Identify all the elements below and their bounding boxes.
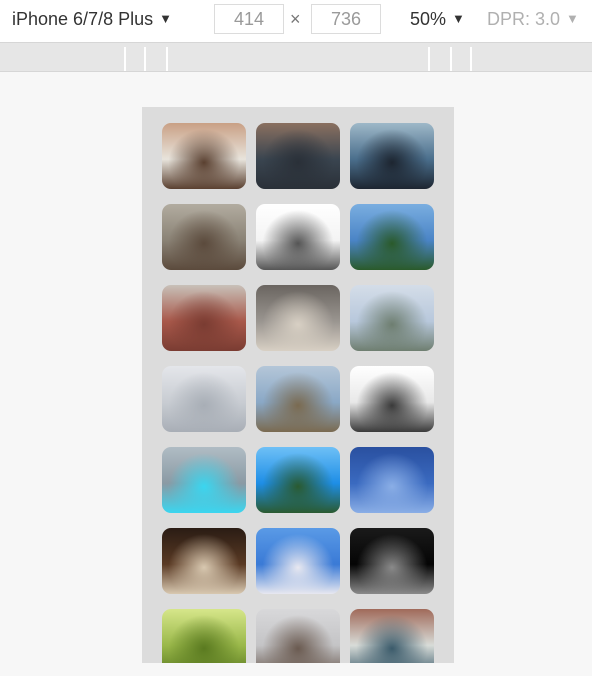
photo-thumbnail-bright-sky-trees[interactable] <box>256 447 340 513</box>
device-viewport <box>142 107 454 663</box>
photo-image <box>256 285 340 351</box>
photo-image <box>350 204 434 270</box>
device-name: iPhone 6/7/8 Plus <box>12 9 154 29</box>
photo-thumbnail-dark-silhouette[interactable] <box>350 528 434 594</box>
photo-thumbnail-person-at-shelf[interactable] <box>350 609 434 663</box>
media-query-marker[interactable] <box>144 47 146 71</box>
device-toolbar: iPhone 6/7/8 Plus ▼ × 50% ▼ DPR: 3.0 ▼ <box>0 0 592 42</box>
photo-image <box>256 204 340 270</box>
dpr-value: DPR: 3.0 <box>487 9 561 29</box>
photo-image <box>256 528 340 594</box>
photo-thumbnail-bridge-arch[interactable] <box>350 285 434 351</box>
photo-thumbnail-tree-branches-sky[interactable] <box>256 366 340 432</box>
media-query-marker[interactable] <box>470 47 472 71</box>
photo-image <box>162 204 246 270</box>
photo-image <box>162 447 246 513</box>
photo-thumbnail-paper-form[interactable] <box>256 204 340 270</box>
photo-image <box>162 528 246 594</box>
dpr-select[interactable]: DPR: 3.0 ▼ <box>487 9 579 30</box>
times-icon: × <box>290 9 301 29</box>
photo-image <box>162 609 246 663</box>
photo-image <box>256 123 340 189</box>
photo-thumbnail-legs-at-beach[interactable] <box>350 123 434 189</box>
photo-thumbnail-blue-sky-streaks[interactable] <box>350 447 434 513</box>
photo-thumbnail-brick-wall[interactable] <box>162 285 246 351</box>
photo-thumbnail-woman-face[interactable] <box>162 123 246 189</box>
photo-image <box>350 609 434 663</box>
media-query-bar <box>0 42 592 72</box>
zoom-select[interactable]: 50% ▼ <box>410 9 465 30</box>
photo-image <box>162 123 246 189</box>
zoom-value: 50% <box>410 9 447 29</box>
photo-image <box>350 123 434 189</box>
photo-image <box>350 528 434 594</box>
photo-thumbnail-ceiling-railing[interactable] <box>256 285 340 351</box>
device-select[interactable]: iPhone 6/7/8 Plus ▼ <box>12 9 172 30</box>
photo-thumbnail-bare-tree-bw[interactable] <box>350 366 434 432</box>
media-query-marker[interactable] <box>124 47 126 71</box>
photo-thumbnail-person-sitting-jeans[interactable] <box>256 123 340 189</box>
photo-image <box>350 366 434 432</box>
photo-thumbnail-market-stall-night[interactable] <box>162 528 246 594</box>
photo-image <box>256 609 340 663</box>
chevron-down-icon: ▼ <box>159 11 172 26</box>
media-query-marker[interactable] <box>166 47 168 71</box>
photo-thumbnail-tree-blue-sky[interactable] <box>350 204 434 270</box>
height-input[interactable] <box>311 4 381 34</box>
photo-thumbnail-cloudy-sky[interactable] <box>162 366 246 432</box>
chevron-down-icon: ▼ <box>452 11 465 26</box>
photo-thumbnail-glowing-sculpture[interactable] <box>162 447 246 513</box>
chevron-down-icon: ▼ <box>566 11 579 26</box>
photo-image <box>162 285 246 351</box>
photo-image <box>162 366 246 432</box>
photo-thumbnail-gray-sky-building[interactable] <box>256 609 340 663</box>
photo-image <box>256 366 340 432</box>
media-query-marker[interactable] <box>428 47 430 71</box>
photo-image <box>350 447 434 513</box>
width-input[interactable] <box>214 4 284 34</box>
photo-thumbnail-hillside-village[interactable] <box>162 204 246 270</box>
photo-image <box>350 285 434 351</box>
media-query-marker[interactable] <box>450 47 452 71</box>
photo-thumbnail-green-curtains[interactable] <box>162 609 246 663</box>
photo-thumbnail-blue-sky-tower[interactable] <box>256 528 340 594</box>
photo-grid <box>162 123 434 663</box>
photo-image <box>256 447 340 513</box>
